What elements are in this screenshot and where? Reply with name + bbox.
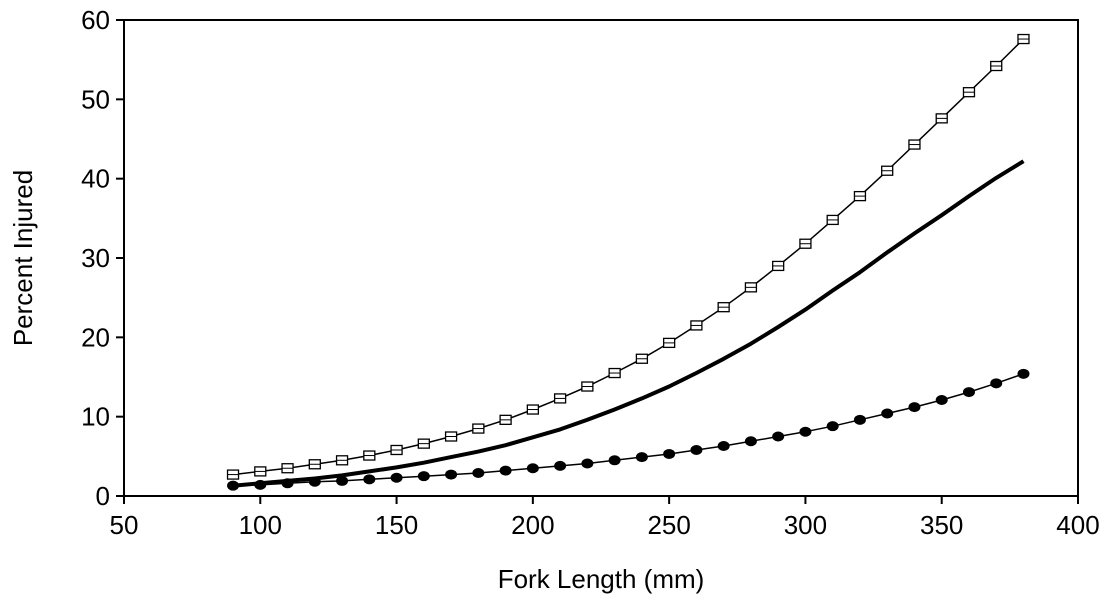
x-tick-label: 350 (920, 510, 963, 540)
y-tick-label: 50 (81, 84, 110, 114)
series-1 (226, 33, 1030, 480)
data-point (417, 471, 430, 482)
data-point (826, 421, 839, 432)
data-point (472, 467, 485, 478)
data-point (772, 431, 785, 442)
data-point (881, 408, 894, 419)
x-tick-label: 400 (1056, 510, 1099, 540)
data-point (499, 465, 512, 476)
data-point (744, 436, 757, 447)
series-2 (232, 159, 1025, 488)
data-point (962, 387, 975, 398)
y-axis: 0 10 20 30 40 50 60 (81, 5, 124, 511)
data-point (908, 402, 921, 413)
data-point (281, 478, 294, 489)
series-line (232, 373, 1024, 487)
x-tick-label: 100 (239, 510, 282, 540)
data-point (635, 452, 648, 463)
data-point (254, 479, 267, 490)
data-point (990, 378, 1003, 389)
data-point (608, 455, 621, 466)
data-point (336, 475, 349, 486)
data-point (363, 474, 376, 485)
data-point (717, 441, 730, 452)
y-tick-label: 20 (81, 322, 110, 352)
data-point (663, 448, 676, 459)
data-point (935, 395, 948, 406)
plot-frame (123, 19, 1079, 497)
data-point (581, 458, 594, 469)
y-tick-label: 30 (81, 243, 110, 273)
x-axis-title: Fork Length (mm) (498, 564, 705, 594)
y-tick-label: 0 (96, 481, 110, 511)
x-tick-label: 250 (647, 510, 690, 540)
series-layer (226, 33, 1030, 491)
x-tick-label: 200 (511, 510, 554, 540)
y-tick-label: 60 (81, 5, 110, 35)
data-point (799, 426, 812, 437)
data-point (227, 480, 240, 491)
data-point (554, 460, 567, 471)
data-point (526, 463, 539, 474)
data-point (690, 444, 703, 455)
data-point (390, 472, 403, 483)
x-tick-label: 50 (110, 510, 139, 540)
y-tick-label: 10 (81, 402, 110, 432)
x-axis: 50 100 150 200 250 300 350 400 (110, 496, 1100, 540)
y-axis-title: Percent Injured (8, 170, 38, 346)
x-tick-label: 300 (784, 510, 827, 540)
data-point (1017, 368, 1030, 379)
data-point (853, 414, 866, 425)
series-3 (227, 368, 1030, 491)
x-tick-label: 150 (375, 510, 418, 540)
y-tick-label: 40 (81, 164, 110, 194)
data-point (308, 476, 321, 487)
series-line (232, 159, 1025, 488)
data-point (445, 469, 458, 480)
